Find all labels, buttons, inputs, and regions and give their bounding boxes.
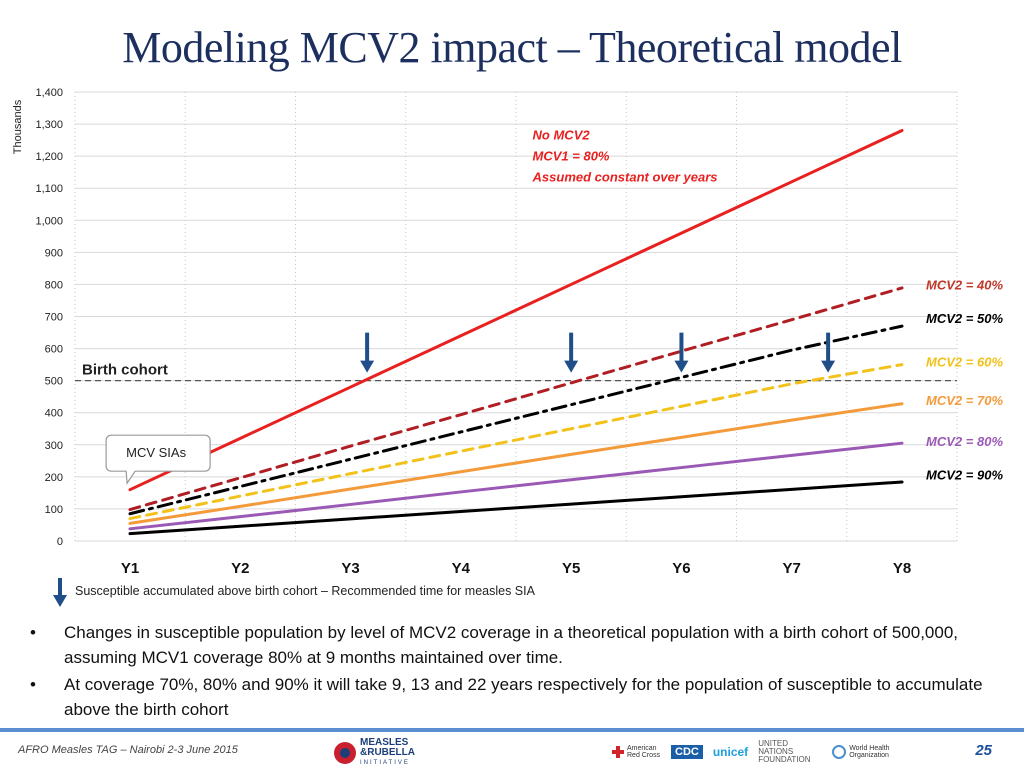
x-tick-label: Y2 [231, 560, 249, 577]
y-tick-label: 300 [45, 440, 63, 452]
series-label: MCV2 = 40% [926, 277, 1003, 292]
sia-arrow-head-icon [360, 360, 375, 373]
y-tick-label: 1,300 [35, 119, 63, 131]
logo-text: INITIATIVE [360, 760, 410, 766]
y-tick-label: 700 [45, 312, 63, 324]
annotation-text: Assumed constant over years [532, 169, 718, 184]
x-tick-label: Y4 [452, 560, 471, 577]
page-number: 25 [975, 742, 992, 759]
y-tick-label: 600 [45, 344, 63, 356]
who-logo: World Health Organization [832, 745, 891, 759]
page-title: Modeling MCV2 impact – Theoretical model [122, 23, 902, 72]
bullet-text: At coverage 70%, 80% and 90% it will tak… [64, 675, 983, 719]
series-label: MCV2 = 50% [926, 311, 1003, 326]
bullet-text: Changes in susceptible population by lev… [64, 623, 959, 667]
cdc-logo: CDC [671, 745, 703, 759]
y-tick-label: 800 [45, 279, 63, 291]
y-tick-label: 1,100 [35, 183, 63, 195]
bullet-symbol: • [30, 623, 36, 642]
sia-arrow-head-icon [821, 360, 836, 373]
sia-arrow-head-icon [674, 360, 689, 373]
y-tick-label: 400 [45, 408, 63, 420]
x-tick-label: Y1 [121, 560, 139, 577]
logo-text: MEASLES [360, 737, 409, 748]
x-tick-label: Y7 [783, 560, 801, 577]
legend-arrow-head-icon [53, 595, 67, 607]
series-line [128, 363, 904, 521]
partner-logos: American Red Cross CDC unicef UNITED NAT… [612, 740, 891, 764]
y-tick-label: 1,200 [35, 151, 63, 163]
y-tick-label: 900 [45, 247, 63, 259]
x-tick-label: Y3 [341, 560, 359, 577]
series-line [128, 286, 904, 512]
x-tick-label: Y5 [562, 560, 580, 577]
footer-bar [0, 728, 1024, 732]
annotation-text: MCV1 = 80% [533, 148, 610, 163]
y-tick-label: 1,400 [35, 87, 63, 99]
birth-cohort-label: Birth cohort [82, 362, 168, 379]
series-label: MCV2 = 90% [926, 467, 1003, 482]
bullet-item: • At coverage 70%, 80% and 90% it will t… [30, 672, 1000, 722]
y-tick-label: 100 [45, 504, 63, 516]
sia-arrow-head-icon [564, 360, 579, 373]
un-foundation-logo: UNITED NATIONS FOUNDATION [758, 739, 811, 764]
y-axis-label: Thousands [12, 99, 24, 154]
logo-text: &RUBELLA [360, 747, 415, 758]
unicef-logo: unicef [712, 745, 749, 759]
measles-rubella-logo: MEASLES &RUBELLA INITIATIVE [334, 738, 415, 768]
series-line [128, 480, 904, 536]
series-line [128, 441, 904, 531]
bullet-symbol: • [30, 675, 36, 694]
y-tick-label: 0 [57, 536, 63, 548]
series-line [128, 402, 904, 525]
legend-note: Susceptible accumulated above birth coho… [75, 584, 535, 598]
footer-text: AFRO Measles TAG – Nairobi 2-3 June 2015 [18, 744, 238, 756]
bullet-item: • Changes in susceptible population by l… [30, 620, 1000, 670]
callout-box [105, 434, 211, 485]
series-label: MCV2 = 60% [926, 354, 1003, 369]
annotation-text: No MCV2 [533, 127, 591, 142]
measles-rubella-logo-icon [334, 742, 356, 764]
series-label: MCV2 = 70% [926, 393, 1003, 408]
y-tick-label: 500 [45, 376, 63, 388]
series-line [128, 324, 904, 516]
x-tick-label: Y8 [893, 560, 911, 577]
y-tick-label: 200 [45, 472, 63, 484]
red-cross-logo: American Red Cross [612, 745, 661, 759]
who-emblem-icon [832, 745, 847, 759]
x-tick-label: Y6 [672, 560, 690, 577]
y-tick-label: 1,000 [35, 215, 63, 227]
callout-text: MCV SIAs [126, 445, 186, 460]
series-line [128, 128, 904, 492]
series-label: MCV2 = 80% [926, 434, 1003, 449]
bullet-list: • Changes in susceptible population by l… [30, 620, 1000, 724]
red-cross-icon [612, 746, 624, 758]
